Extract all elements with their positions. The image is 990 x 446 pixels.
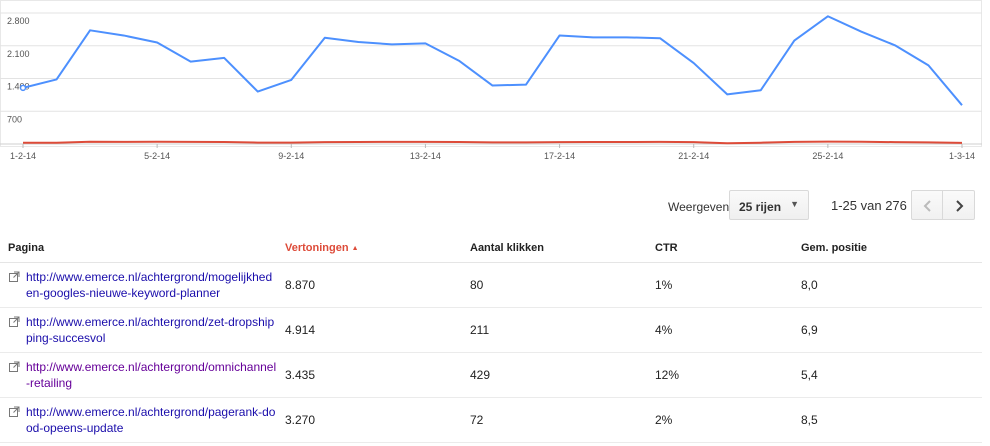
table-row: http://www.emerce.nl/achtergrond/pageran… <box>0 397 982 443</box>
x-tick-label: 1-3-14 <box>949 151 975 161</box>
y-tick-label: 1.400 <box>7 82 30 92</box>
external-link-icon[interactable] <box>9 361 20 372</box>
x-tick-label: 25-2-14 <box>812 151 843 161</box>
pagination-bar: Weergeven 25 rijen ▼ 1-25 van 276 <box>0 189 990 223</box>
sort-ascending-icon: ▲ <box>351 244 359 252</box>
page-cell: http://www.emerce.nl/achtergrond/pageran… <box>8 404 278 436</box>
impressions-cell: 8.870 <box>285 262 470 308</box>
external-link-icon[interactable] <box>9 271 20 282</box>
ctr-cell: 2% <box>655 397 801 443</box>
x-tick-label: 1-2-14 <box>10 151 36 161</box>
series-line <box>22 15 963 106</box>
page-cell: http://www.emerce.nl/achtergrond/mogelij… <box>8 269 278 301</box>
previous-page-button[interactable] <box>911 190 943 220</box>
y-tick-label: 2.100 <box>7 49 30 59</box>
clicks-cell: 72 <box>470 397 655 443</box>
table-row: http://www.emerce.nl/achtergrond/zet-dro… <box>0 307 982 353</box>
next-page-button[interactable] <box>943 190 975 220</box>
clicks-cell: 211 <box>470 307 655 353</box>
impressions-cell: 3.270 <box>285 397 470 443</box>
column-header-impressions[interactable]: Vertoningen ▲ <box>285 233 470 263</box>
data-point <box>19 84 27 92</box>
column-header-ctr-label: CTR <box>655 241 678 254</box>
page-cell: http://www.emerce.nl/achtergrond/omnicha… <box>8 359 278 391</box>
external-link-icon[interactable] <box>9 316 20 327</box>
page-link[interactable]: http://www.emerce.nl/achtergrond/mogelij… <box>26 270 273 300</box>
chevron-right-icon <box>956 200 964 212</box>
page-link[interactable]: http://www.emerce.nl/achtergrond/omnicha… <box>26 360 277 390</box>
column-header-clicks[interactable]: Aantal klikken <box>470 233 655 263</box>
page-cell: http://www.emerce.nl/achtergrond/zet-dro… <box>8 314 278 346</box>
chevron-left-icon <box>923 200 931 212</box>
position-cell: 5,4 <box>801 352 982 398</box>
pages-table: Pagina Vertoningen ▲ Aantal klikken CTR G… <box>0 233 982 443</box>
rows-per-page-select[interactable]: 25 rijen ▼ <box>729 190 809 220</box>
rows-label: Weergeven <box>668 200 730 214</box>
performance-chart: 2.800 2.100 1.400 700 1-2-14 5-2-14 9-2-14 13-2… <box>0 0 990 170</box>
column-header-clicks-label: Aantal klikken <box>470 241 544 254</box>
page-range: 1-25 van 276 <box>831 198 907 213</box>
ctr-cell: 1% <box>655 262 801 308</box>
ctr-cell: 4% <box>655 307 801 353</box>
x-tick-label: 17-2-14 <box>544 151 575 161</box>
y-tick-label: 2.800 <box>7 16 30 26</box>
series-line <box>23 140 963 145</box>
column-header-position[interactable]: Gem. positie <box>801 233 982 263</box>
rows-per-page-value: 25 rijen <box>739 200 782 214</box>
column-header-page-label: Pagina <box>8 241 45 254</box>
chevron-down-icon: ▼ <box>790 199 799 209</box>
position-cell: 8,0 <box>801 262 982 308</box>
impressions-cell: 3.435 <box>285 352 470 398</box>
position-cell: 6,9 <box>801 307 982 353</box>
position-cell: 8,5 <box>801 397 982 443</box>
clicks-cell: 429 <box>470 352 655 398</box>
clicks-cell: 80 <box>470 262 655 308</box>
column-header-page[interactable]: Pagina <box>0 233 285 263</box>
impressions-cell: 4.914 <box>285 307 470 353</box>
ctr-cell: 12% <box>655 352 801 398</box>
line-chart: 2.800 2.100 1.400 700 1-2-14 5-2-14 9-2-14 13-2… <box>0 0 982 161</box>
table-row: http://www.emerce.nl/achtergrond/omnicha… <box>0 352 982 398</box>
page-link[interactable]: http://www.emerce.nl/achtergrond/pageran… <box>26 405 276 435</box>
x-tick-label: 13-2-14 <box>410 151 441 161</box>
plot-frame <box>0 0 982 147</box>
x-tick-label: 21-2-14 <box>678 151 709 161</box>
x-tick-label: 5-2-14 <box>144 151 170 161</box>
column-header-ctr[interactable]: CTR <box>655 233 801 263</box>
x-tick-label: 9-2-14 <box>278 151 304 161</box>
column-header-position-label: Gem. positie <box>801 241 868 254</box>
y-tick-label: 700 <box>7 114 22 124</box>
page-link[interactable]: http://www.emerce.nl/achtergrond/zet-dro… <box>26 315 275 345</box>
external-link-icon[interactable] <box>9 406 20 417</box>
table-header-row: Pagina Vertoningen ▲ Aantal klikken CTR G… <box>0 233 982 263</box>
column-header-impressions-label: Vertoningen <box>285 241 349 254</box>
table-row: http://www.emerce.nl/achtergrond/mogelij… <box>0 262 982 308</box>
